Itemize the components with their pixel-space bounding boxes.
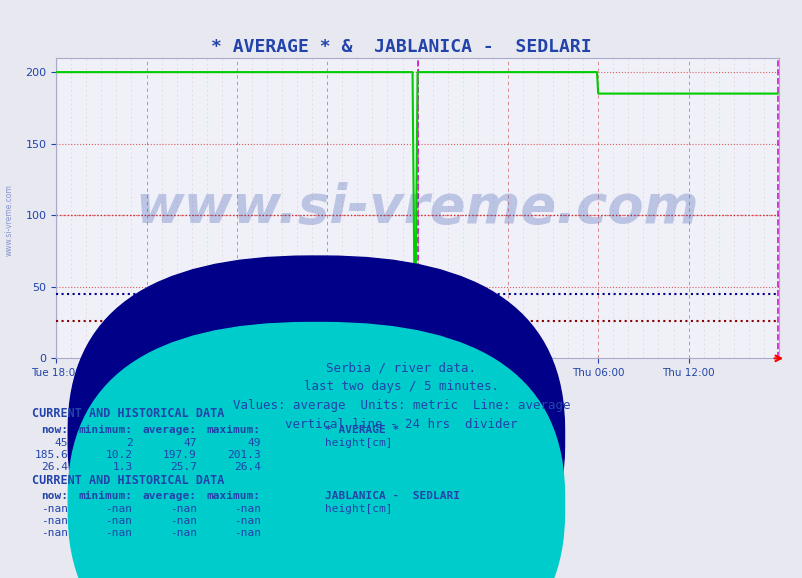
Text: www.si-vreme.com: www.si-vreme.com [5,184,14,255]
Text: -nan: -nan [169,504,196,514]
Text: average:: average: [143,491,196,501]
Text: maximum:: maximum: [207,491,261,501]
Text: CURRENT AND HISTORICAL DATA: CURRENT AND HISTORICAL DATA [32,474,225,487]
Text: 201.3: 201.3 [227,450,261,460]
Text: 47: 47 [183,438,196,447]
Text: www.si-vreme.com: www.si-vreme.com [136,182,699,234]
Text: -nan: -nan [169,528,196,538]
Text: average:: average: [143,425,196,435]
Text: 26.4: 26.4 [41,462,68,472]
Text: minimum:: minimum: [79,425,132,435]
Text: * AVERAGE *: * AVERAGE * [325,425,399,435]
Text: JABLANICA -  SEDLARI: JABLANICA - SEDLARI [325,491,460,501]
Text: -nan: -nan [233,504,261,514]
Text: now:: now: [41,491,68,501]
Text: -nan: -nan [233,516,261,526]
Text: 49: 49 [247,438,261,447]
Text: height[cm]: height[cm] [325,504,392,514]
Text: minimum:: minimum: [79,491,132,501]
Text: -nan: -nan [41,504,68,514]
Text: 26.4: 26.4 [233,462,261,472]
Text: now:: now: [41,425,68,435]
Text: 10.2: 10.2 [105,450,132,460]
Text: -nan: -nan [41,516,68,526]
Text: -nan: -nan [105,516,132,526]
Text: Serbia / river data.
last two days / 5 minutes.
Values: average  Units: metric  : Serbia / river data. last two days / 5 m… [233,361,569,431]
Text: 197.9: 197.9 [163,450,196,460]
Text: 45: 45 [55,438,68,447]
Text: -nan: -nan [233,528,261,538]
Text: 1.3: 1.3 [112,462,132,472]
Text: -nan: -nan [41,528,68,538]
Text: -nan: -nan [105,504,132,514]
Text: CURRENT AND HISTORICAL DATA: CURRENT AND HISTORICAL DATA [32,407,225,420]
Text: 25.7: 25.7 [169,462,196,472]
Text: 2: 2 [126,438,132,447]
Text: * AVERAGE * &  JABLANICA -  SEDLARI: * AVERAGE * & JABLANICA - SEDLARI [211,38,591,55]
Text: -nan: -nan [169,516,196,526]
Text: maximum:: maximum: [207,425,261,435]
Text: height[cm]: height[cm] [325,438,392,447]
Text: 185.6: 185.6 [34,450,68,460]
Text: -nan: -nan [105,528,132,538]
